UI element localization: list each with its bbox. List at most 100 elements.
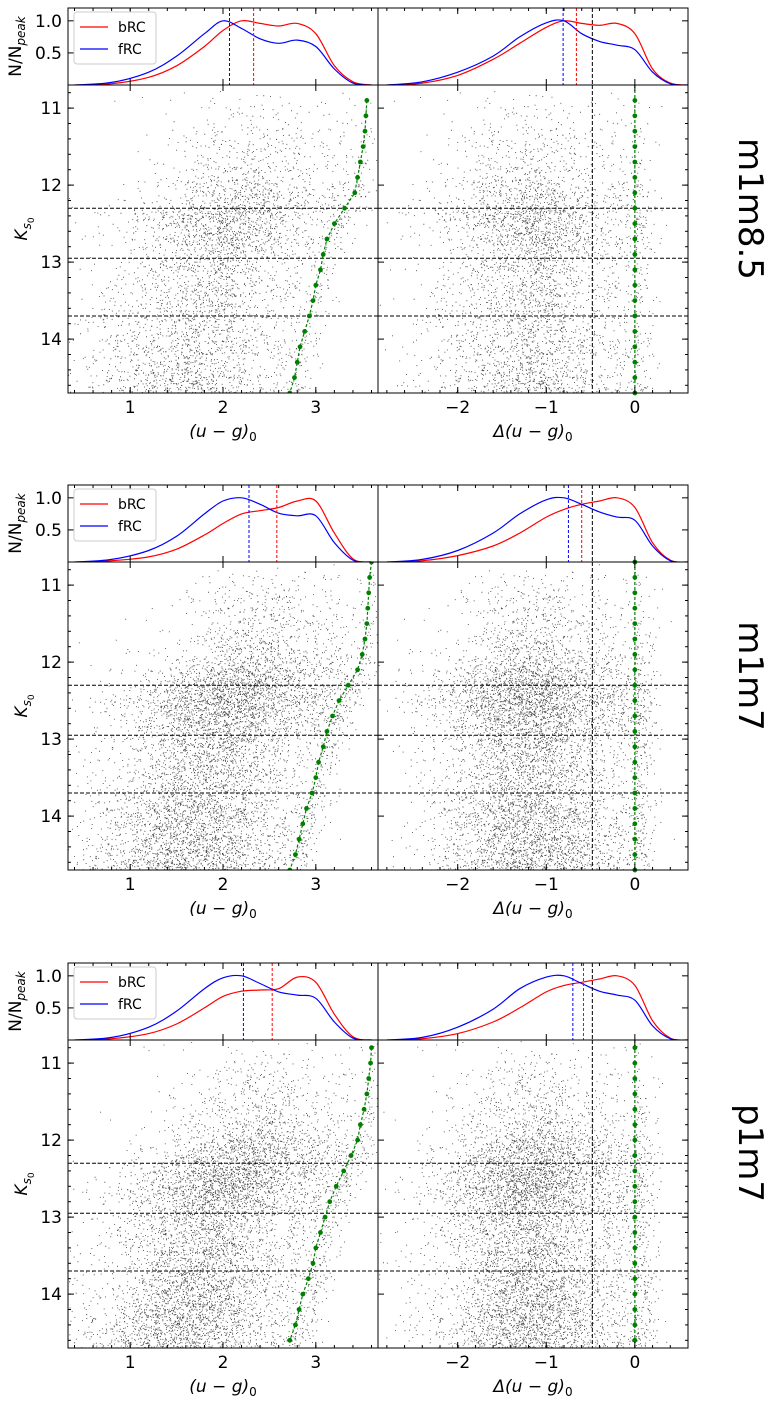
fit-point-right [632,190,638,196]
ylabel-hist: N/Npeak [6,492,28,554]
xtick-label-left: 2 [218,398,229,418]
fit-point-left [316,759,321,765]
fit-point-left [331,221,337,227]
ytick-label-cmd: 13 [40,1208,62,1228]
fit-point-right [632,821,638,827]
fit-point-left [362,128,368,134]
fit-point-right [632,806,638,811]
legend-box [73,11,157,65]
fit-point-left [345,682,351,688]
legend: bRC fRC [73,488,157,542]
panel-label-1: m1m8.5 [730,138,770,280]
fit-line-left [289,1047,373,1341]
fit-point-right [632,1199,638,1205]
cmd-points-right [379,91,667,393]
fit-point-left [364,1091,370,1097]
fit-point-left [366,1076,372,1081]
xtick-label-right: 0 [629,398,640,418]
fit-point-right [632,682,638,688]
fit-point-left [330,713,335,719]
ytick-label-hist: 1.0 [35,12,62,32]
fit-point-right [632,313,638,319]
xlabel-left: (u − g)0 [189,422,257,444]
ytick-label-cmd: 12 [40,1131,62,1151]
legend-label-fRC: fRC [118,519,142,535]
ytick-label-hist: 0.5 [35,44,62,64]
ytick-label-hist: 1.0 [35,489,62,509]
fit-point-left [300,1291,306,1297]
ytick-label-cmd: 13 [40,253,62,273]
fit-point-left [292,852,298,857]
xlabel-right: Δ(u − g)0 [491,422,572,444]
fit-point-left [309,790,315,796]
fit-point-right [632,1260,638,1266]
hist-right-fRC [386,974,688,1040]
fit-point-right [632,1230,638,1235]
fit-point-left [294,359,300,365]
xtick-label-left: 1 [125,398,136,418]
ytick-label-hist: 1.0 [35,967,62,987]
xtick-label-right: −1 [534,1353,559,1373]
fit-point-left [336,698,342,703]
hist-right-fRC [386,19,688,85]
fit-point-right [632,744,638,750]
cmd-points-right [378,564,675,870]
legend: bRC fRC [73,11,157,65]
fit-point-left [357,1122,363,1128]
xlabel-right: Δ(u − g)0 [491,899,572,921]
legend-label-bRC: bRC [118,975,146,991]
fit-point-right [632,1291,638,1297]
xlabel-left: (u − g)0 [189,899,257,921]
xtick-label-right: −2 [445,1353,470,1373]
ytick-label-cmd: 11 [40,99,62,119]
fit-point-left [292,375,297,380]
fit-point-right [632,236,638,242]
fit-point-left [297,344,303,350]
fit-line-left [289,100,368,393]
fit-point-left [306,313,312,319]
hist-left-fRC [74,497,372,562]
xtick-label-left: 2 [218,875,229,895]
fit-point-left [304,806,309,811]
fit-point-right [632,759,638,765]
fit-point-right [632,267,638,273]
xtick-label-left: 3 [310,398,321,418]
fit-point-left [320,744,326,750]
hist-right-frame [377,484,689,563]
fit-point-right [632,1137,638,1143]
hist-right-frame [377,962,689,1041]
fit-point-right [632,729,638,734]
fit-point-right [632,113,638,119]
ytick-label-cmd: 14 [40,1285,62,1305]
fit-point-left [333,1183,339,1189]
fit-point-right [632,1322,638,1328]
fit-point-left [302,329,308,334]
fit-point-right [632,1307,638,1312]
ytick-label-hist: 0.5 [35,999,62,1019]
fit-point-left [365,605,371,611]
fit-point-right [632,205,638,211]
fit-point-right [632,621,638,626]
fit-point-left [310,298,316,303]
fit-point-right [632,575,638,580]
legend-label-bRC: bRC [118,497,146,513]
fit-point-right [632,790,638,796]
fit-point-right [632,1091,638,1097]
fit-point-right [632,1183,638,1189]
fit-point-left [318,1230,323,1235]
fit-point-left [310,1260,316,1266]
fit-point-right [632,713,638,719]
hist-left-bRC [74,19,372,85]
xlabel-left: (u − g)0 [189,1377,257,1399]
fit-point-right [632,652,638,657]
fit-point-left [300,821,306,827]
fit-point-left [322,1214,328,1220]
legend-label-fRC: fRC [118,42,142,58]
fit-point-left [369,1045,374,1051]
hist-left-fRC [74,974,372,1040]
fit-point-left [341,1168,347,1174]
xlabel-right: Δ(u − g)0 [491,1377,572,1399]
fit-point-left [364,621,370,626]
xtick-label-right: −2 [445,398,470,418]
